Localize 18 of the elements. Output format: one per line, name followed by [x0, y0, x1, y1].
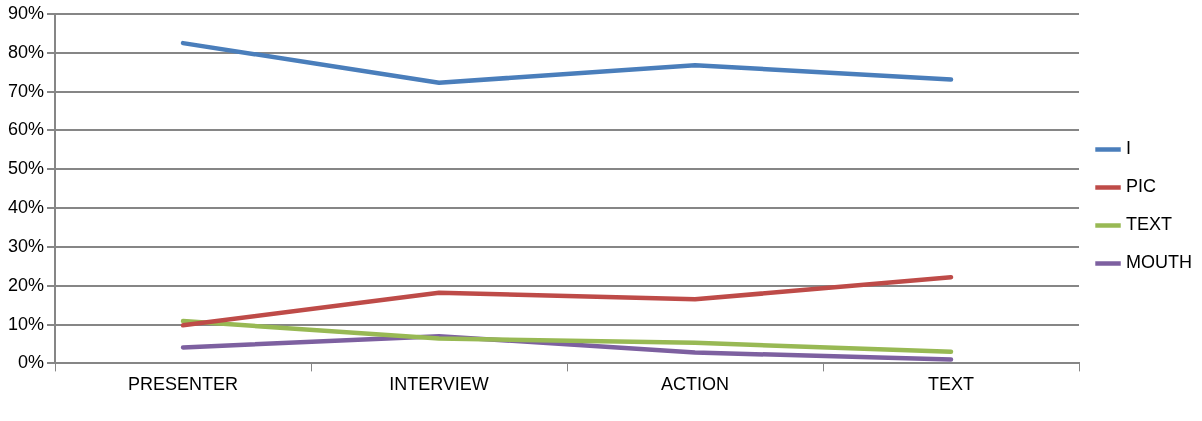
legend-label: PIC: [1126, 176, 1157, 197]
y-tick-label: 60%: [8, 119, 45, 140]
x-tick-label: ACTION: [661, 374, 730, 395]
y-tick-label: 80%: [8, 41, 45, 62]
y-tick-label: 20%: [8, 274, 45, 295]
y-tick-label: 70%: [8, 80, 45, 101]
legend-label: I: [1126, 138, 1132, 159]
y-tick-label: 10%: [8, 313, 45, 334]
legend-label: MOUTH: [1126, 252, 1193, 273]
x-tick-label: TEXT: [928, 374, 975, 395]
y-tick-label: 0%: [18, 352, 45, 373]
x-tick-label: PRESENTER: [128, 374, 239, 395]
x-tick-label: INTERVIEW: [389, 374, 489, 395]
legend-label: TEXT: [1126, 214, 1173, 235]
y-tick-label: 40%: [8, 197, 45, 218]
y-tick-label: 90%: [8, 2, 45, 23]
y-tick-label: 50%: [8, 158, 45, 179]
y-tick-label: 30%: [8, 235, 45, 256]
